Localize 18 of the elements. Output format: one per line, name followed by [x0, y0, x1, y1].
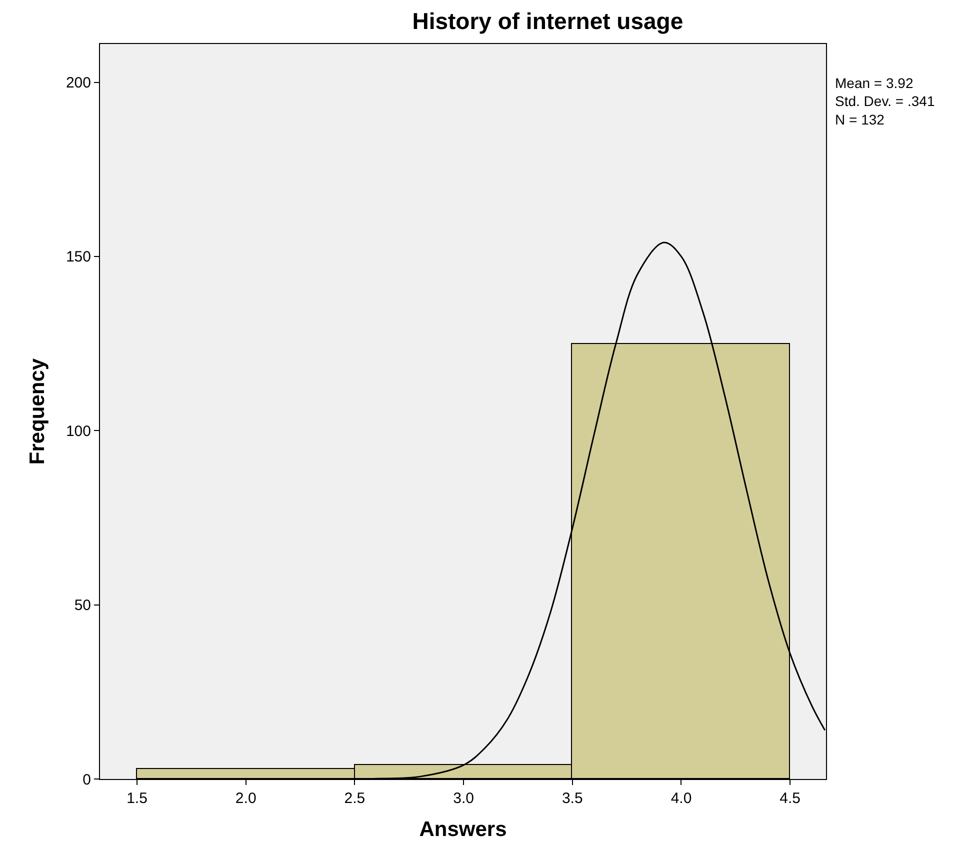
y-tick-label: 0	[82, 771, 91, 788]
x-tick-label: 2.0	[235, 790, 256, 807]
x-axis-title: Answers	[419, 818, 507, 842]
x-tick-label: 4.5	[780, 790, 801, 807]
text: N = 132	[835, 111, 885, 128]
x-tick-label: 2.5	[344, 790, 366, 807]
text: Std. Dev. = .341	[835, 93, 935, 110]
y-tick-label: 150	[66, 248, 91, 266]
chart-title: History of internet usage	[412, 8, 684, 34]
x-tick-label: 1.5	[126, 790, 148, 807]
y-tick-label: 200	[66, 74, 91, 92]
y-tick-label: 50	[74, 597, 91, 614]
x-tick-label: 3.5	[562, 790, 583, 807]
y-tick-label: 100	[66, 422, 91, 440]
y-axis-title: Frequency	[26, 358, 50, 465]
x-tick-label: 4.0	[670, 790, 692, 807]
text: Mean = 3.92	[835, 75, 914, 91]
x-tick-label: 3.0	[453, 790, 474, 807]
